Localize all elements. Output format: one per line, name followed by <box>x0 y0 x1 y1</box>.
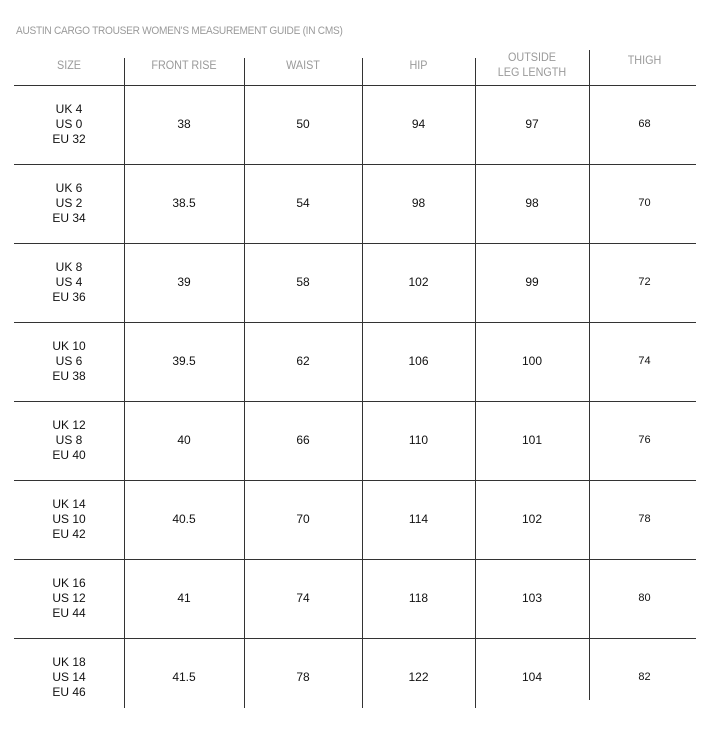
cell-size: UK 14 US 10 EU 42 <box>14 480 124 559</box>
page-title: AUSTIN CARGO TROUSER WOMEN'S MEASUREMENT… <box>16 25 343 37</box>
cell-hip: 94 <box>411 117 426 131</box>
size-label: US 10 <box>52 512 86 526</box>
cell-thigh: 72 <box>638 276 651 288</box>
column-divider <box>244 58 245 708</box>
cell-hip: 102 <box>408 275 429 289</box>
size-label: US 2 <box>55 196 83 210</box>
size-label: UK 16 <box>52 576 86 590</box>
size-label: US 12 <box>52 591 86 605</box>
size-label: UK 4 <box>55 102 83 116</box>
cell-outside-leg-length: 98 <box>525 196 539 210</box>
cell-waist: 78 <box>296 670 310 684</box>
cell-hip: 114 <box>408 512 429 526</box>
cell-outside-leg-length: 104 <box>521 670 543 684</box>
row-divider <box>14 322 696 323</box>
cell-front-rise: 40.5 <box>172 512 196 526</box>
cell-hip: 122 <box>408 670 429 684</box>
cell-size: UK 16 US 12 EU 44 <box>14 559 124 638</box>
cell-waist: 74 <box>296 591 310 605</box>
cell-waist: 66 <box>296 433 310 447</box>
size-label: EU 46 <box>52 685 86 699</box>
header-waist: WAIST <box>286 57 320 72</box>
size-label: US 6 <box>55 354 83 368</box>
size-label: EU 44 <box>52 606 86 620</box>
column-divider <box>475 58 476 708</box>
cell-front-rise: 40 <box>177 433 191 447</box>
cell-waist: 62 <box>296 354 310 368</box>
header-size: SIZE <box>56 57 81 72</box>
cell-size: UK 4 US 0 EU 32 <box>14 85 124 164</box>
cell-thigh: 68 <box>638 118 651 130</box>
cell-front-rise: 41.5 <box>172 670 196 684</box>
cell-thigh: 76 <box>638 434 651 446</box>
cell-outside-leg-length: 97 <box>525 117 539 131</box>
cell-size: UK 18 US 14 EU 46 <box>14 638 124 717</box>
size-label: US 8 <box>55 433 83 447</box>
size-label: US 14 <box>52 670 86 684</box>
size-label: EU 42 <box>52 527 86 541</box>
cell-hip: 98 <box>411 196 426 210</box>
size-label: UK 10 <box>52 339 86 353</box>
cell-front-rise: 38.5 <box>172 196 196 210</box>
size-label: UK 18 <box>52 655 86 669</box>
cell-thigh: 74 <box>638 355 651 367</box>
cell-thigh: 70 <box>638 197 651 209</box>
size-label: UK 14 <box>52 497 86 511</box>
row-divider <box>14 638 696 639</box>
cell-waist: 58 <box>296 275 310 289</box>
cell-thigh: 82 <box>638 671 651 683</box>
cell-waist: 50 <box>296 117 310 131</box>
size-label: UK 12 <box>52 418 86 432</box>
column-divider <box>362 58 363 708</box>
size-label: UK 6 <box>55 181 83 195</box>
row-divider <box>14 164 696 165</box>
cell-size: UK 6 US 2 EU 34 <box>14 164 124 243</box>
size-label: EU 40 <box>52 448 86 462</box>
column-divider <box>589 50 590 700</box>
cell-thigh: 78 <box>638 513 651 525</box>
size-label: EU 36 <box>52 290 86 304</box>
size-label: EU 38 <box>52 369 86 383</box>
column-divider <box>124 58 125 708</box>
cell-hip: 110 <box>408 433 429 447</box>
cell-outside-leg-length: 103 <box>521 591 543 605</box>
size-label: EU 32 <box>52 132 86 146</box>
cell-outside-leg-length: 102 <box>521 512 543 526</box>
row-divider <box>14 401 696 402</box>
row-divider <box>14 559 696 560</box>
cell-waist: 70 <box>296 512 310 526</box>
cell-front-rise: 39.5 <box>172 354 196 368</box>
header-outside-leg-length: OUTSIDE LEG LENGTH <box>497 50 567 79</box>
header-thigh: THIGH <box>627 52 662 67</box>
cell-outside-leg-length: 101 <box>521 433 543 447</box>
row-divider <box>14 243 696 244</box>
cell-front-rise: 38 <box>177 117 191 131</box>
cell-size: UK 12 US 8 EU 40 <box>14 401 124 480</box>
cell-size: UK 8 US 4 EU 36 <box>14 243 124 322</box>
cell-hip: 118 <box>408 591 429 605</box>
size-label: US 4 <box>55 275 83 289</box>
size-label: EU 34 <box>52 211 86 225</box>
cell-thigh: 80 <box>638 592 651 604</box>
cell-outside-leg-length: 100 <box>521 354 543 368</box>
row-divider <box>14 85 696 86</box>
header-hip: HIP <box>409 57 428 72</box>
row-divider <box>14 480 696 481</box>
size-label: UK 8 <box>55 260 83 274</box>
cell-front-rise: 41 <box>177 591 191 605</box>
header-front-rise: FRONT RISE <box>151 57 217 72</box>
cell-waist: 54 <box>296 196 310 210</box>
cell-outside-leg-length: 99 <box>525 275 539 289</box>
cell-size: UK 10 US 6 EU 38 <box>14 322 124 401</box>
size-label: US 0 <box>55 117 83 131</box>
cell-hip: 106 <box>408 354 429 368</box>
cell-front-rise: 39 <box>177 275 191 289</box>
